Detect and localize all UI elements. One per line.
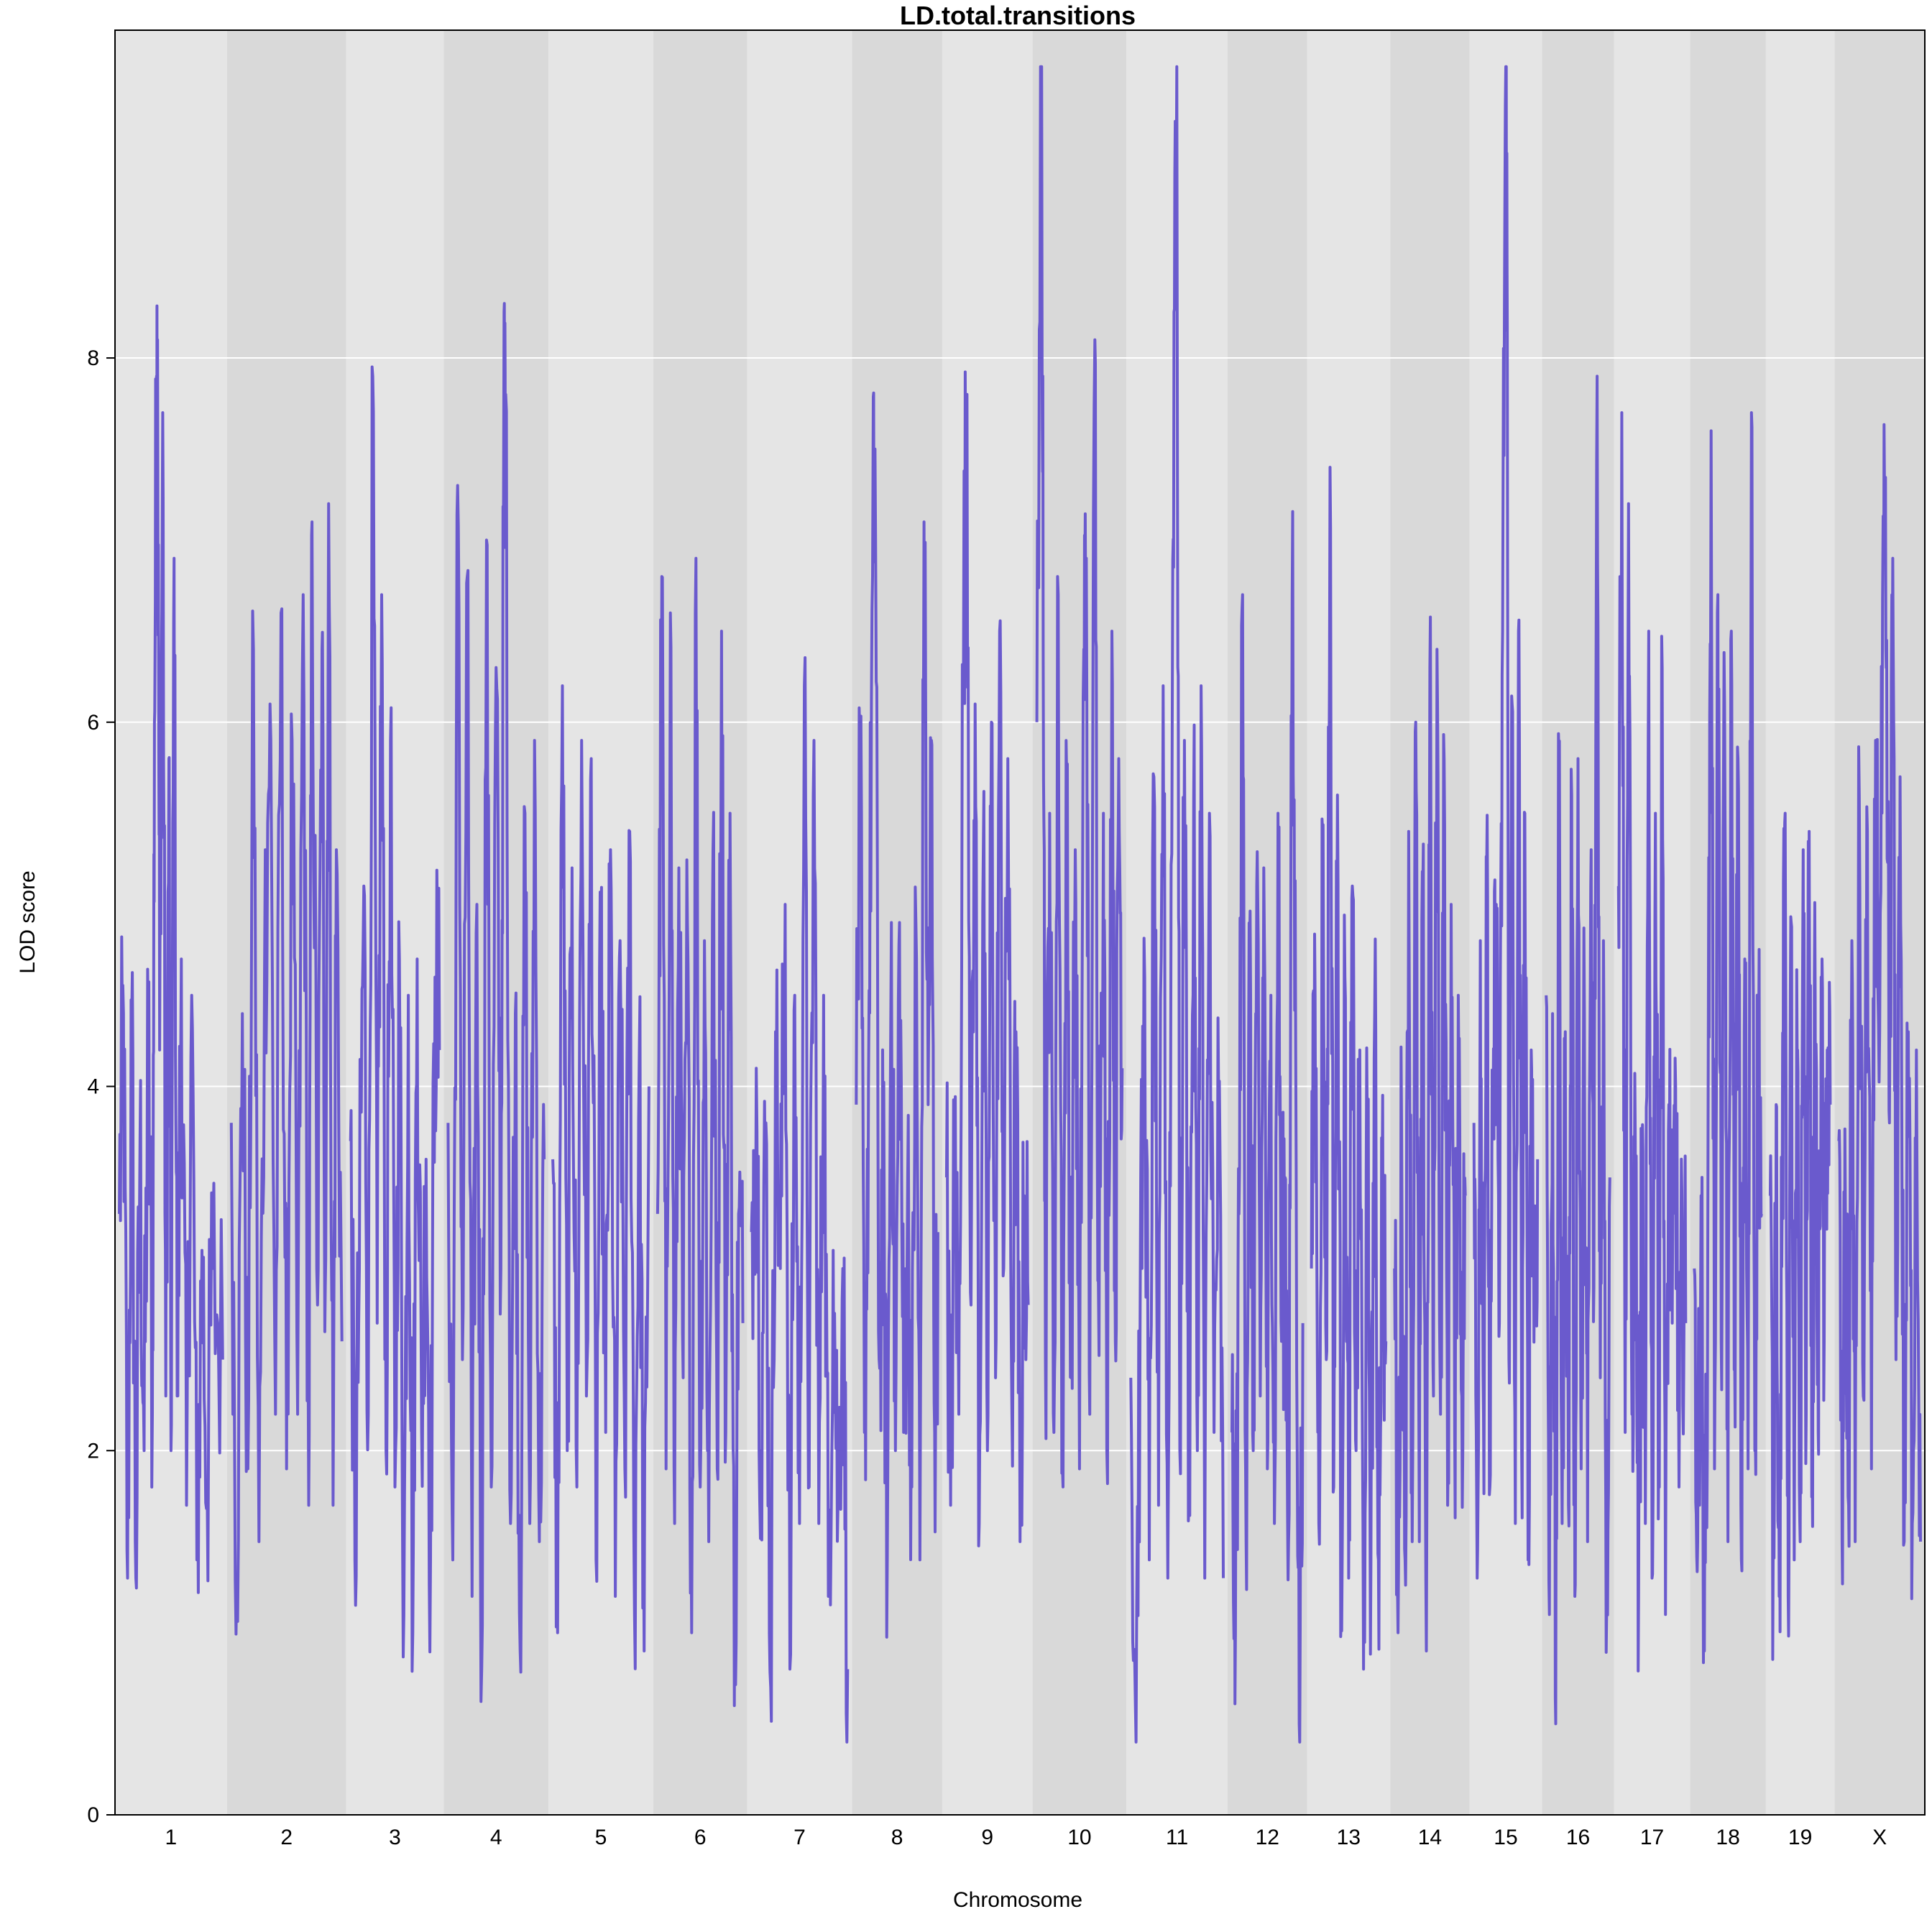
x-tick-label-15: 15	[1494, 1826, 1517, 1849]
x-tick-label-6: 6	[694, 1826, 707, 1849]
y-tick-label-8: 8	[87, 346, 99, 370]
x-tick-label-5: 5	[595, 1826, 607, 1849]
x-tick-label-8: 8	[891, 1826, 903, 1849]
lod-trace-chr-16	[1545, 374, 1611, 1726]
x-tick-label-7: 7	[794, 1826, 806, 1849]
x-tick-label-X: X	[1872, 1826, 1887, 1849]
chromosome-band-1	[115, 30, 227, 1815]
chromosome-band-9	[942, 30, 1033, 1815]
lod-trace-chr-7	[750, 656, 850, 1744]
x-tick-label-2: 2	[280, 1826, 293, 1849]
x-tick-label-12: 12	[1256, 1826, 1279, 1849]
y-tick-label-4: 4	[87, 1075, 99, 1099]
chromosome-band-18	[1690, 30, 1766, 1815]
lod-trace-chr-14	[1393, 615, 1467, 1652]
x-tick-label-17: 17	[1640, 1826, 1664, 1849]
y-tick-label-6: 6	[87, 711, 99, 735]
x-tick-label-11: 11	[1166, 1826, 1188, 1849]
x-tick-label-18: 18	[1716, 1826, 1739, 1849]
x-axis-ticks: 1 2 3 4 5 6 7 8 9 10 11 12 13 14 15 16 17 18 19 X	[165, 1826, 1887, 1849]
lod-trace-chr-6	[656, 556, 745, 1707]
x-tick-label-13: 13	[1337, 1826, 1361, 1849]
x-tick-label-4: 4	[490, 1826, 502, 1849]
chart-title: LD.total.transitions	[900, 1, 1136, 30]
x-tick-label-3: 3	[389, 1826, 401, 1849]
lod-trace-chr-1	[118, 304, 224, 1594]
chromosome-band-7	[747, 30, 852, 1815]
lod-trace-chr-12	[1230, 510, 1305, 1744]
x-axis-title: Chromosome	[953, 1888, 1082, 1912]
x-tick-label-10: 10	[1067, 1826, 1091, 1849]
lod-trace-chr-8	[855, 391, 939, 1639]
lod-trace-chr-11	[1129, 65, 1225, 1744]
x-tick-label-1: 1	[165, 1826, 178, 1849]
y-axis-title: LOD score	[16, 870, 40, 973]
x-tick-label-9: 9	[981, 1826, 993, 1849]
lod-trace-chr-X	[1837, 423, 1922, 1601]
lod-trace-chr-15	[1472, 65, 1540, 1580]
lod-series	[118, 65, 1922, 1744]
chromosome-band-19	[1765, 30, 1835, 1815]
x-tick-label-19: 19	[1788, 1826, 1812, 1849]
y-axis-ticks: 0 2 4 6 8	[87, 346, 115, 1827]
lod-trace-chr-9	[944, 370, 1030, 1547]
lod-trace-chr-17	[1616, 411, 1688, 1673]
lod-trace-chr-4	[446, 302, 546, 1703]
lod-trace-chr-10	[1035, 65, 1124, 1489]
lod-trace-chr-3	[349, 365, 441, 1673]
plot-frame	[114, 29, 1926, 1816]
lod-trace-chr-18	[1693, 411, 1763, 1665]
x-tick-label-14: 14	[1418, 1826, 1442, 1849]
lod-trace-chr-5	[551, 684, 650, 1670]
y-tick-label-2: 2	[87, 1439, 99, 1463]
y-tick-label-0: 0	[87, 1803, 99, 1827]
x-tick-label-16: 16	[1566, 1826, 1590, 1849]
lod-trace-chr-19	[1768, 811, 1832, 1661]
lod-trace-chr-13	[1310, 466, 1388, 1671]
lod-trace-chr-2	[229, 502, 344, 1636]
